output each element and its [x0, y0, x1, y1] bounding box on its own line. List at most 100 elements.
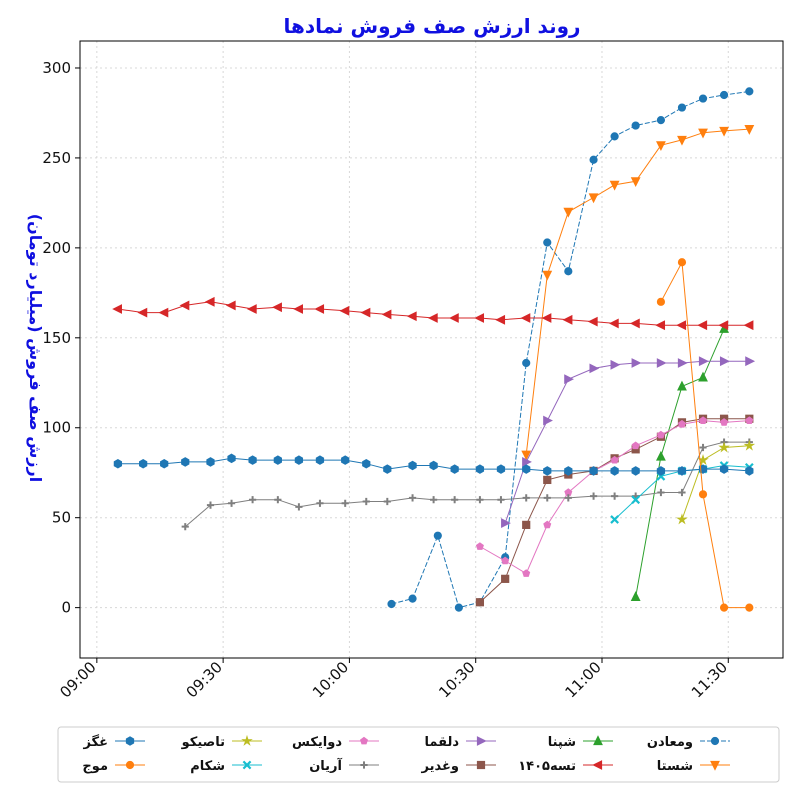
data-point [475, 542, 484, 550]
data-point [408, 494, 417, 502]
data-point [656, 358, 667, 368]
y-tick-label: 0 [61, 599, 71, 617]
data-point [719, 356, 730, 367]
data-point [543, 520, 552, 529]
legend-marker [476, 736, 487, 746]
data-point [383, 464, 392, 474]
data-point [113, 458, 123, 469]
legend-item: شپنا [548, 735, 613, 750]
data-point [657, 488, 665, 497]
plot-area [79, 40, 784, 659]
data-point [678, 488, 686, 497]
legend-marker [476, 760, 486, 770]
y-tick-label: 300 [42, 59, 71, 77]
data-point [610, 515, 619, 524]
y-tick-label: 150 [42, 329, 71, 347]
data-point [496, 464, 506, 474]
data-point [564, 267, 573, 276]
data-point [542, 270, 553, 281]
data-point [745, 466, 754, 476]
data-point [387, 599, 396, 609]
data-point [451, 496, 459, 504]
legend-label: شپنا [548, 735, 576, 750]
data-point [406, 311, 417, 322]
data-point [248, 455, 257, 465]
data-point [429, 460, 438, 471]
legend-marker [593, 735, 603, 746]
legend-item: شکام [190, 759, 262, 774]
legend-marker [710, 736, 720, 746]
data-point [475, 598, 485, 607]
data-point [179, 300, 190, 311]
data-point [520, 313, 531, 323]
series-9 [676, 439, 756, 525]
series-4 [112, 296, 754, 331]
data-point [248, 496, 257, 504]
series-2 [521, 125, 755, 461]
data-point [225, 300, 236, 311]
data-point [181, 523, 189, 531]
legend-label: شکام [190, 759, 225, 774]
data-point [698, 490, 708, 499]
data-point [698, 371, 708, 382]
data-point [450, 464, 459, 474]
series-8 [181, 438, 753, 531]
legend-item: ومعادن [647, 735, 730, 750]
series-11 [113, 453, 754, 476]
data-point [564, 374, 575, 385]
data-point [745, 416, 754, 424]
legend-item: دلقما [424, 735, 496, 750]
data-point [697, 320, 708, 331]
data-point [718, 320, 729, 331]
data-point [314, 304, 325, 314]
legend-item: آریان [309, 757, 379, 774]
data-point [656, 297, 666, 306]
x-tick-label: 10:00 [309, 658, 352, 701]
legend-label: وغدیر [421, 759, 459, 774]
data-point [521, 450, 532, 461]
legend: ومعادن شستا شپنا تسه۱۴۰۵ دلقما وغدیر دوایکس آری… [57, 726, 780, 783]
data-point [475, 464, 485, 474]
data-point [543, 475, 552, 485]
series-line [504, 360, 750, 524]
series-line [184, 441, 750, 528]
legend-label: شستا [657, 759, 693, 774]
legend-marker [710, 760, 720, 771]
data-point [383, 497, 391, 506]
data-point [656, 141, 666, 152]
data-point [562, 314, 573, 325]
data-point [206, 501, 215, 509]
data-point [522, 520, 531, 529]
data-point [588, 193, 599, 204]
data-point [408, 594, 417, 603]
legend-marker [125, 760, 135, 770]
data-point [522, 494, 530, 502]
legend-label: غگز [82, 734, 108, 750]
legend-label: ومعادن [647, 735, 693, 750]
data-point [718, 441, 730, 453]
y-tick-label: 100 [42, 419, 71, 437]
data-point [362, 497, 370, 506]
legend-item: غگز [82, 734, 145, 750]
data-point [630, 591, 641, 601]
data-point [543, 238, 552, 247]
y-tick-label: 50 [52, 509, 71, 527]
data-point [676, 320, 687, 331]
data-point [522, 457, 532, 467]
data-point [720, 418, 729, 426]
x-tick-label: 11:30 [688, 658, 731, 701]
data-point [543, 494, 551, 502]
data-point [272, 302, 282, 313]
data-point [677, 466, 687, 476]
data-point [699, 416, 708, 424]
data-point [295, 503, 303, 511]
legend-marker [359, 736, 369, 745]
data-point [427, 313, 438, 323]
legend-marker [241, 734, 253, 746]
legend-item: موج [82, 759, 145, 774]
data-point [204, 296, 215, 307]
data-point [610, 359, 621, 370]
y-axis-label: ارزش صف فروش (میلیارد تومان) [26, 214, 45, 482]
series-1 [387, 87, 754, 612]
